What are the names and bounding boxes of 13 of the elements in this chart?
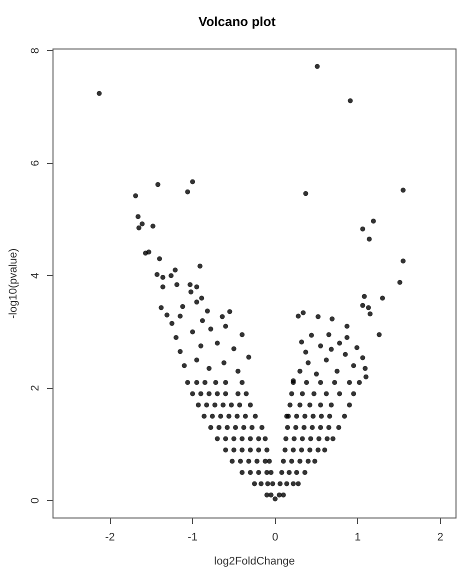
y-tick-label: 2 — [30, 385, 42, 392]
x-tick-label: 2 — [437, 532, 444, 544]
y-tick-label: 8 — [30, 48, 42, 54]
x-tick-label: 1 — [354, 532, 361, 544]
y-axis-title: -log10(pvalue) — [8, 248, 20, 319]
chart-title: Volcano plot — [198, 14, 276, 29]
x-tick-label: -2 — [105, 532, 115, 544]
y-tick-label: 4 — [30, 272, 42, 279]
x-axis-title: log2FoldChange — [214, 556, 295, 568]
y-tick-label: 6 — [30, 160, 42, 166]
x-tick-label: 0 — [272, 532, 278, 544]
y-tick-label: 0 — [30, 498, 42, 504]
x-tick-label: -1 — [188, 532, 198, 544]
